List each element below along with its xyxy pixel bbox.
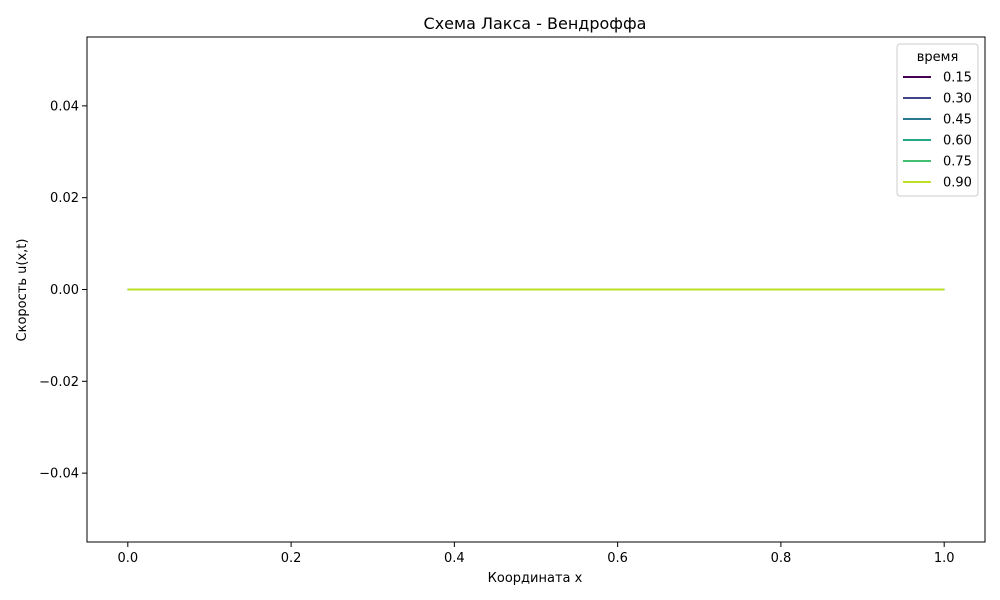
legend-box [896, 43, 979, 197]
x-tick-label: 0.6 [607, 551, 628, 566]
x-tick-label: 0.4 [444, 551, 465, 566]
x-tick-label: 0.0 [117, 551, 138, 566]
y-tick-label: 0.02 [50, 191, 79, 206]
x-axis-title: Координата x [488, 571, 583, 586]
legend-title: время [917, 50, 959, 65]
legend-label: 0.45 [943, 113, 972, 128]
legend-label: 0.30 [943, 92, 972, 107]
legend-label: 0.75 [943, 155, 972, 170]
chart-title: Схема Лакса - Вендроффа [424, 14, 647, 33]
y-tick-label: 0.04 [50, 99, 79, 114]
x-tick-label: 0.8 [771, 551, 792, 566]
legend-label: 0.60 [943, 134, 972, 149]
y-tick-label: 0.00 [50, 283, 79, 298]
x-tick-label: 0.2 [281, 551, 302, 566]
legend: время 0.15 0.30 0.45 0.60 0.75 0.90 [896, 43, 979, 197]
y-axis-title: Скорость u(x,t) [15, 239, 30, 342]
legend-label: 0.15 [943, 71, 972, 86]
y-tick-label: −0.04 [39, 467, 79, 482]
x-tick-label: 1.0 [934, 551, 955, 566]
y-tick-label: −0.02 [39, 375, 79, 390]
plot-area: 0.0 0.2 0.4 0.6 0.8 1.0 −0.04 −0.02 0.00 0.02 0.04 [39, 36, 986, 566]
legend-label: 0.90 [943, 176, 972, 191]
